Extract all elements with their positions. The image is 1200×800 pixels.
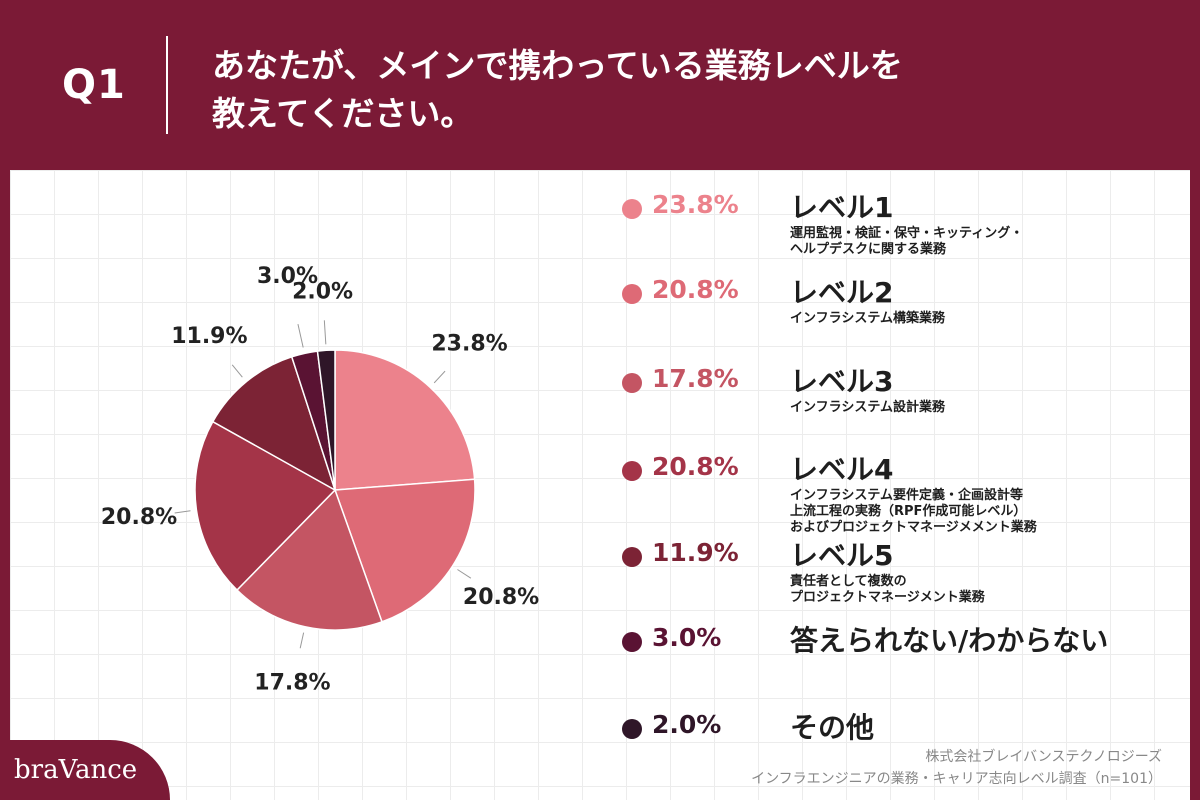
pie-percent-label: 3.0% (257, 264, 318, 289)
pie-leader-line (174, 510, 191, 514)
question-title-line2: 教えてください。 (212, 94, 474, 133)
legend-percent: 2.0% (652, 710, 722, 739)
pie-leader-lines (174, 320, 472, 649)
legend-item-level1: 23.8% レベル1 運用監視・検証・保守・キッティング・ ヘルプデスクに関する… (622, 188, 1182, 268)
legend-percent: 23.8% (652, 190, 739, 219)
pie-leader-line (457, 569, 472, 579)
legend-dot (622, 461, 642, 481)
legend-percent: 20.8% (652, 452, 739, 481)
legend-item-unknown: 3.0% 答えられない/わからない (622, 621, 1182, 701)
legend-percent: 20.8% (652, 275, 739, 304)
legend-item-other: 2.0% その他 (622, 708, 1182, 788)
pie-percent-label: 23.8% (431, 332, 507, 357)
pie-leader-line (297, 323, 304, 348)
legend-percent: 11.9% (652, 538, 739, 567)
legend-description: インフラシステム構築業務 (790, 311, 945, 326)
legend-dot (622, 632, 642, 652)
legend-level-name: 答えられない/わからない (790, 624, 1109, 657)
source-survey: インフラエンジニアの業務・キャリア志向レベル調査（n=101） (751, 771, 1162, 787)
source-note: 株式会社ブレイバンステクノロジーズ インフラエンジニアの業務・キャリア志向レベル… (751, 746, 1162, 790)
question-label: Q1 (62, 62, 126, 108)
legend-dot (622, 373, 642, 393)
legend-description: インフラシステム要件定義・企画設計等 上流工程の実務（RPF作成可能レベル） お… (790, 488, 1037, 535)
legend-dot (622, 199, 642, 219)
legend-percent: 17.8% (652, 364, 739, 393)
legend-level-name: レベル2 (790, 276, 894, 309)
question-title-line1: あなたが、メインで携わっている業務レベルを (212, 46, 903, 85)
pie-slice (316, 349, 336, 491)
question-title: あなたが、メインで携わっている業務レベルを 教えてください。 (212, 42, 1172, 138)
legend-level-name: レベル1 (790, 191, 894, 224)
pie-percent-label: 2.0% (292, 279, 353, 304)
legend-item-level2: 20.8% レベル2 インフラシステム構築業務 (622, 273, 1182, 353)
pie-chart: 23.8% 20.8% 17.8% 20.8% 11.9% 3.0%2.0% (101, 264, 539, 695)
pie-leader-line (299, 632, 305, 649)
legend-dot (622, 719, 642, 739)
bravance-logo: braVance (14, 755, 138, 785)
legend-item-level4: 20.8% レベル4 インフラシステム要件定義・企画設計等 上流工程の実務（RP… (622, 450, 1182, 535)
legend-item-level3: 17.8% レベル3 インフラシステム設計業務 (622, 362, 1182, 442)
legend-level-name: レベル3 (790, 365, 894, 398)
header: Q1 あなたが、メインで携わっている業務レベルを 教えてください。 (0, 0, 1200, 170)
pie-leader-line (433, 370, 446, 384)
pie-leader-line (323, 320, 327, 345)
legend-level-name: レベル5 (790, 539, 894, 572)
legend-percent: 3.0% (652, 623, 722, 652)
pie-slices (194, 349, 476, 631)
pie-labels: 23.8% 20.8% 17.8% 20.8% 11.9% 3.0%2.0% (101, 264, 539, 695)
pie-slice (194, 420, 337, 592)
pie-percent-label: 11.9% (171, 324, 247, 349)
pie-percent-label: 20.8% (463, 585, 539, 610)
header-divider (166, 36, 168, 134)
logo-tab (0, 740, 170, 800)
source-company: 株式会社ブレイバンステクノロジーズ (925, 749, 1162, 765)
legend-item-level5: 11.9% レベル5 責任者として複数の プロジェクトマネージメント業務 (622, 536, 1182, 616)
legend-description: インフラシステム設計業務 (790, 400, 945, 415)
legend-dot (622, 547, 642, 567)
pie-percent-label: 17.8% (254, 670, 330, 695)
chart-panel: 23.8% 20.8% 17.8% 20.8% 11.9% 3.0% 2.0% 23.8% … (10, 170, 1190, 800)
legend-level-name: レベル4 (790, 453, 894, 486)
legend-dot (622, 284, 642, 304)
pie-slice (211, 355, 337, 492)
pie-slice (235, 488, 383, 631)
pie-percent-label: 20.8% (101, 505, 177, 530)
legend-description: 責任者として複数の プロジェクトマネージメント業務 (790, 574, 985, 605)
legend-description: 運用監視・検証・保守・キッティング・ ヘルプデスクに関する業務 (790, 226, 1024, 257)
legend-level-name: その他 (790, 711, 875, 744)
pie-slice (334, 349, 476, 491)
pie-leader-line (231, 364, 243, 378)
